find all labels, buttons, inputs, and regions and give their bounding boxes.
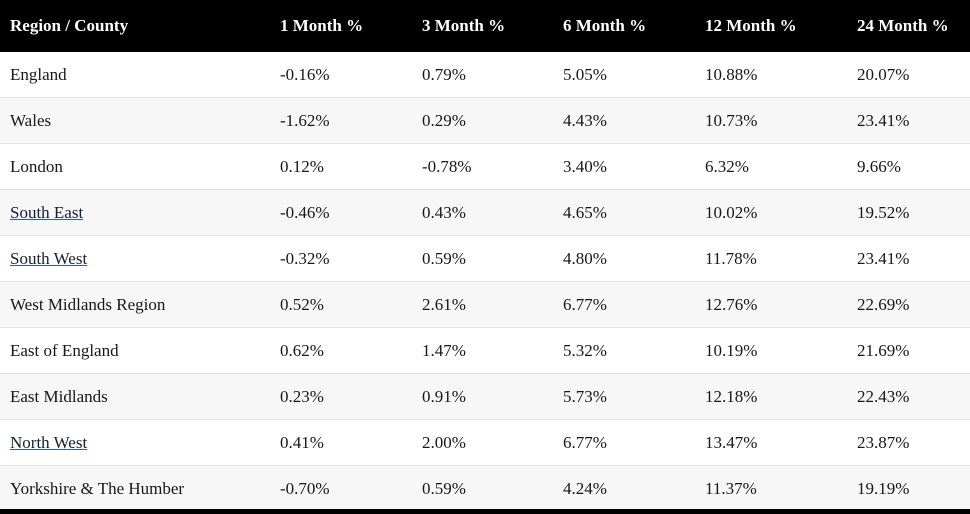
column-header-12-month: 12 Month % bbox=[695, 0, 847, 52]
value-cell: 23.41% bbox=[847, 235, 970, 282]
value-cell: 5.32% bbox=[553, 327, 695, 374]
value-cell: 0.29% bbox=[412, 97, 553, 144]
table-row: England -0.16% 0.79% 5.05% 10.88% 20.07% bbox=[0, 52, 970, 98]
header-row: Region / County 1 Month % 3 Month % 6 Mo… bbox=[0, 0, 970, 52]
table-body: England -0.16% 0.79% 5.05% 10.88% 20.07% Wales… bbox=[0, 52, 970, 511]
region-cell: East of England bbox=[0, 327, 270, 374]
value-cell: 5.05% bbox=[563, 64, 607, 84]
value-cell: -1.62% bbox=[270, 97, 412, 144]
value-cell: -0.46% bbox=[270, 189, 412, 236]
region-cell: East Midlands bbox=[0, 373, 270, 420]
region-link[interactable]: South East bbox=[10, 202, 84, 222]
value-cell: -0.70% bbox=[270, 465, 412, 511]
table-row: East Midlands 0.23% 0.91% 5.73% 12.18% 22.43% bbox=[0, 373, 970, 420]
region-cell: West Midlands Region bbox=[0, 281, 270, 328]
value-cell: 9.66% bbox=[847, 143, 970, 190]
table-row: North West 0.41% 2.00% 6.77% 13.47% 23.87% bbox=[0, 419, 970, 466]
value-cell: 4.24% bbox=[553, 465, 695, 511]
value-cell: 4.65% bbox=[553, 189, 695, 236]
table-row: Wales -1.62% 0.29% 4.43% 10.73% 23.41% bbox=[0, 97, 970, 144]
next-section-top-edge bbox=[0, 509, 970, 514]
value-cell: 19.19% bbox=[847, 465, 970, 511]
table-row: Yorkshire & The Humber -0.70% 0.59% 4.24% 11… bbox=[0, 465, 970, 511]
value-cell: -0.32% bbox=[270, 235, 412, 282]
region-cell: London bbox=[0, 143, 270, 190]
value-cell: 11.37% bbox=[695, 465, 847, 511]
column-header-6-month: 6 Month % bbox=[553, 0, 695, 52]
region-cell: Wales bbox=[0, 97, 270, 144]
table-row: London 0.12% -0.78% 3.40% 6.32% 9.66% bbox=[0, 143, 970, 190]
value-cell: 12.18% bbox=[695, 373, 847, 420]
value-cell: 22.43% bbox=[847, 373, 970, 420]
value-cell: 5.73% bbox=[553, 373, 695, 420]
value-cell: 4.43% bbox=[553, 97, 695, 144]
value-cell: 2.61% bbox=[412, 281, 553, 328]
value-cell: 19.52% bbox=[847, 189, 970, 236]
value-cell: 0.59% bbox=[412, 235, 553, 282]
value-cell: 20.07% bbox=[857, 64, 910, 84]
value-cell: 22.69% bbox=[847, 281, 970, 328]
region-cell: South East bbox=[0, 189, 270, 236]
value-cell: 0.62% bbox=[270, 327, 412, 374]
value-cell: -0.16% bbox=[280, 64, 330, 84]
value-cell: 6.32% bbox=[695, 143, 847, 190]
value-cell: 21.69% bbox=[847, 327, 970, 374]
value-cell: 0.12% bbox=[270, 143, 412, 190]
value-cell: 6.77% bbox=[553, 281, 695, 328]
region-link[interactable]: North West bbox=[10, 432, 88, 452]
value-cell: 23.41% bbox=[847, 97, 970, 144]
value-cell: 3.40% bbox=[553, 143, 695, 190]
value-cell: 10.73% bbox=[695, 97, 847, 144]
value-cell: 10.19% bbox=[695, 327, 847, 374]
region-link[interactable]: South West bbox=[10, 248, 88, 268]
value-cell: 1.47% bbox=[412, 327, 553, 374]
table-row: West Midlands Region 0.52% 2.61% 6.77% 12.76… bbox=[0, 281, 970, 328]
value-cell: 4.80% bbox=[553, 235, 695, 282]
value-cell: 12.76% bbox=[695, 281, 847, 328]
value-cell: 0.79% bbox=[422, 64, 466, 84]
value-cell: 0.59% bbox=[412, 465, 553, 511]
value-cell: 0.41% bbox=[270, 419, 412, 466]
value-cell: 13.47% bbox=[695, 419, 847, 466]
table-row: South West -0.32% 0.59% 4.80% 11.78% 23.41% bbox=[0, 235, 970, 282]
region-cell: England bbox=[10, 64, 67, 84]
value-cell: 2.00% bbox=[412, 419, 553, 466]
value-cell: 0.23% bbox=[270, 373, 412, 420]
region-cell: South West bbox=[0, 235, 270, 282]
value-cell: 11.78% bbox=[695, 235, 847, 282]
value-cell: 10.88% bbox=[705, 64, 758, 84]
value-cell: 23.87% bbox=[847, 419, 970, 466]
column-header-1-month: 1 Month % bbox=[270, 0, 412, 52]
column-header-3-month: 3 Month % bbox=[412, 0, 553, 52]
value-cell: 0.91% bbox=[412, 373, 553, 420]
value-cell: 0.43% bbox=[412, 189, 553, 236]
value-cell: 6.77% bbox=[553, 419, 695, 466]
value-cell: 10.02% bbox=[695, 189, 847, 236]
region-cell: Yorkshire & The Humber bbox=[0, 465, 270, 511]
table-header: Region / County 1 Month % 3 Month % 6 Mo… bbox=[0, 0, 970, 52]
value-cell: 0.52% bbox=[270, 281, 412, 328]
region-cell: North West bbox=[0, 419, 270, 466]
column-header-region: Region / County bbox=[0, 0, 270, 52]
table-row: East of England 0.62% 1.47% 5.32% 10.19% 21.6… bbox=[0, 327, 970, 374]
value-cell: -0.78% bbox=[412, 143, 553, 190]
table-row: South East -0.46% 0.43% 4.65% 10.02% 19.52% bbox=[0, 189, 970, 236]
column-header-24-month: 24 Month % bbox=[847, 0, 970, 52]
